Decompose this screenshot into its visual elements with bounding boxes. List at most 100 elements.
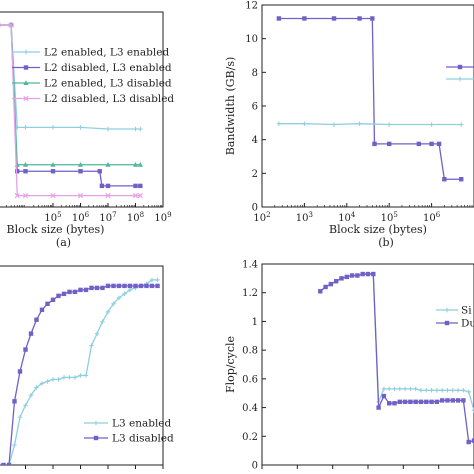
data-point	[105, 126, 111, 132]
data-point	[461, 388, 466, 393]
data-point	[370, 16, 375, 21]
data-point	[100, 319, 105, 324]
data-point	[459, 177, 464, 182]
data-point	[455, 398, 461, 403]
data-point	[89, 285, 94, 291]
y-tick-label: 2	[252, 169, 258, 180]
data-point	[418, 399, 424, 405]
data-point	[331, 16, 337, 21]
data-point	[331, 122, 337, 127]
legend-label: L2 disabled, L3 disabled	[44, 93, 174, 105]
y-tick-label: 6	[252, 102, 258, 113]
data-point	[83, 287, 89, 293]
data-point	[387, 401, 392, 406]
x-tick-label: 103	[296, 211, 313, 224]
data-point	[15, 169, 20, 174]
data-point	[466, 389, 471, 394]
data-point	[28, 393, 34, 398]
data-point	[387, 386, 392, 392]
data-point	[83, 373, 89, 378]
y-axis-label: Bandwidth (GB/s)	[224, 57, 237, 156]
data-point	[450, 398, 455, 403]
data-point	[94, 331, 100, 336]
data-point	[445, 388, 450, 393]
data-point	[138, 283, 144, 289]
data-point	[357, 121, 362, 126]
data-point	[349, 273, 355, 278]
legend-marker	[444, 320, 450, 326]
data-point	[78, 287, 83, 293]
data-point	[466, 439, 471, 445]
data-point	[376, 405, 381, 410]
axes-frame	[261, 4, 474, 208]
series-line-0	[278, 17, 462, 180]
data-point	[455, 388, 461, 393]
data-point	[22, 193, 29, 199]
legend-a: L2 enabled, L3 enabled L2 disabled, L3 en…	[12, 47, 174, 105]
axes-frame	[261, 263, 474, 466]
data-point	[133, 283, 138, 289]
y-tick-label: 0.6	[242, 374, 258, 385]
x-axis-label: Block size (bytes)	[7, 223, 105, 236]
data-point	[89, 343, 94, 348]
data-point	[402, 399, 408, 405]
data-point	[99, 183, 105, 189]
data-point	[450, 388, 455, 393]
data-point	[459, 122, 464, 127]
data-point	[77, 193, 84, 199]
data-point	[6, 462, 12, 465]
data-point	[23, 403, 28, 408]
data-point	[318, 289, 323, 294]
data-point	[105, 283, 111, 289]
data-point	[111, 301, 116, 307]
x-tick-label: 104	[338, 211, 356, 224]
legend-label: L3 disabled	[112, 433, 174, 445]
legend-marker	[457, 64, 463, 70]
data-point	[402, 386, 408, 392]
data-point	[381, 393, 387, 399]
data-point	[372, 141, 377, 147]
data-point	[56, 377, 61, 382]
chart-panel-1: 102 103 104 105 106 0 2 4 6 8 10 12 Block size (byte…	[224, 1, 474, 249]
x-tick-label: 106	[423, 211, 441, 224]
data-point	[1, 462, 6, 465]
data-point	[387, 141, 392, 147]
data-point	[50, 297, 56, 303]
data-point	[339, 276, 344, 281]
data-point	[28, 331, 34, 336]
y-tick-label: 0.8	[242, 346, 258, 357]
legend-marker	[23, 95, 29, 102]
chart-panel-2	[0, 265, 164, 469]
legend-label: L2 enabled, L3 enabled	[44, 47, 169, 59]
y-tick-label: 10	[245, 34, 258, 45]
data-point	[17, 369, 23, 374]
legend-b	[446, 64, 474, 82]
data-point	[434, 399, 440, 405]
data-point	[39, 307, 45, 312]
x-tick-label: 107	[99, 211, 116, 224]
data-point	[357, 16, 362, 21]
data-point	[45, 301, 50, 307]
data-point	[22, 161, 29, 167]
data-point	[138, 126, 143, 132]
legend-marker	[457, 76, 463, 82]
x-tick-label: 105	[44, 211, 61, 224]
data-point	[127, 283, 133, 289]
data-point	[61, 375, 67, 380]
data-point	[132, 193, 139, 199]
data-point	[276, 16, 282, 21]
data-point	[413, 386, 418, 392]
data-point	[416, 141, 422, 147]
data-point	[50, 169, 56, 174]
data-point	[276, 121, 282, 126]
data-point	[72, 375, 78, 380]
y-tick-label: 1.4	[242, 260, 258, 271]
data-point	[418, 388, 424, 393]
data-point	[371, 271, 376, 277]
legend-marker	[444, 307, 450, 313]
data-point	[67, 375, 72, 380]
data-point	[323, 284, 328, 290]
legend-c: L3 enabled L3 disabled	[84, 418, 174, 445]
x-tick-label: 108	[127, 211, 144, 224]
